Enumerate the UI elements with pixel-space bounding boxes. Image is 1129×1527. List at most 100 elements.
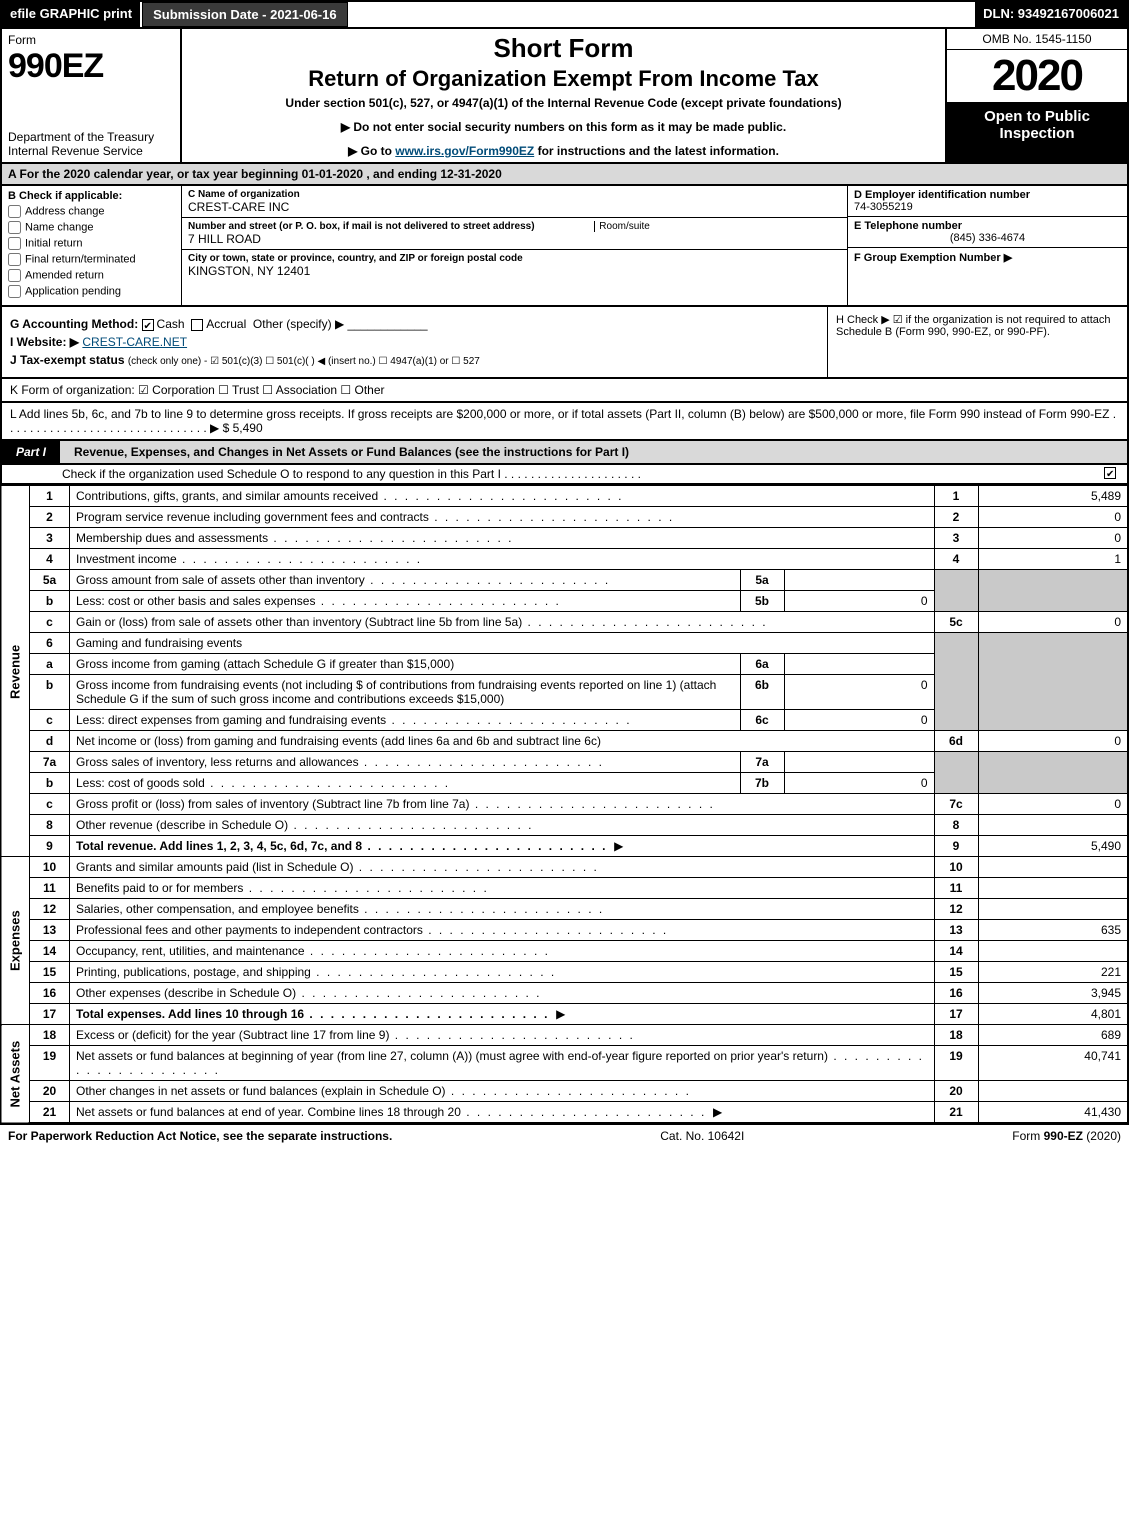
line-l: L Add lines 5b, 6c, and 7b to line 9 to … [0,403,1129,441]
ln-5c: c [30,612,70,633]
chk-initial-return[interactable] [8,237,21,250]
lbl-name-change: Name change [25,221,94,233]
city-label: City or town, state or province, country… [188,253,841,264]
submission-date: Submission Date - 2021-06-16 [142,2,348,27]
ein-value: 74-3055219 [854,201,1121,213]
i-label: I Website: ▶ [10,335,79,349]
ln-21: 21 [30,1102,70,1124]
irs-link[interactable]: www.irs.gov/Form990EZ [395,144,534,158]
d-2: Program service revenue including govern… [76,510,674,524]
form-header: Form 990EZ Department of the Treasury In… [0,29,1129,164]
d-5c: Gain or (loss) from sale of assets other… [76,615,768,629]
ln-7c: c [30,794,70,815]
tel-value: (845) 336-4674 [854,232,1121,244]
d-5a: Gross amount from sale of assets other t… [76,573,610,587]
ln-1: 1 [30,486,70,507]
d-6b: Gross income from fundraising events (no… [70,675,741,710]
sv-6b: 0 [784,675,934,710]
line-j: J Tax-exempt status (check only one) - ☑… [10,353,819,367]
grey-6-amt [978,633,1128,731]
a-3: 0 [978,528,1128,549]
sv-5a [784,570,934,591]
footer-right-bold: 990-EZ [1044,1129,1083,1143]
chk-amended-return[interactable] [8,269,21,282]
footer-right-post: (2020) [1083,1129,1121,1143]
footer-right: Form 990-EZ (2020) [1012,1129,1121,1143]
cat-revenue: Revenue [1,486,30,857]
city-value: KINGSTON, NY 12401 [188,264,841,278]
footer-center: Cat. No. 10642I [660,1129,744,1143]
ln-9: 9 [30,836,70,857]
cat-expenses: Expenses [1,857,30,1025]
rn-12: 12 [934,899,978,920]
group-exemption-label: F Group Exemption Number ▶ [854,251,1121,264]
g-label: G Accounting Method: [10,317,138,331]
d-6a: Gross income from gaming (attach Schedul… [70,654,741,675]
sv-6a [784,654,934,675]
ln-6a: a [30,654,70,675]
chk-final-return[interactable] [8,253,21,266]
d-7a: Gross sales of inventory, less returns a… [76,755,604,769]
a-7c: 0 [978,794,1128,815]
chk-name-change[interactable] [8,221,21,234]
ln-4: 4 [30,549,70,570]
rn-19: 19 [934,1046,978,1081]
sn-7a: 7a [740,752,784,773]
lbl-accrual: Accrual [206,317,246,331]
chk-application-pending[interactable] [8,285,21,298]
sv-7b: 0 [784,773,934,794]
chk-address-change[interactable] [8,205,21,218]
title-short-form: Short Form [190,33,937,64]
section-c: C Name of organization CREST-CARE INC Nu… [182,186,847,305]
ln-3: 3 [30,528,70,549]
sn-6c: 6c [740,710,784,731]
ssn-warning: Do not enter social security numbers on … [190,120,937,134]
topbar-left: efile GRAPHIC print Submission Date - 20… [2,2,348,27]
ln-11: 11 [30,878,70,899]
grey-5ab [934,570,978,612]
dln-label: DLN: 93492167006021 [975,2,1127,27]
ein-label: D Employer identification number [854,189,1121,201]
title-return: Return of Organization Exempt From Incom… [190,66,937,92]
goto-post: for instructions and the latest informat… [534,144,779,158]
chk-accrual[interactable] [191,319,203,331]
a-17: 4,801 [978,1004,1128,1025]
rn-11: 11 [934,878,978,899]
chk-cash[interactable] [142,319,154,331]
ln-6: 6 [30,633,70,654]
a-9: 5,490 [978,836,1128,857]
website-link[interactable]: CREST-CARE.NET [82,335,187,349]
d-3: Membership dues and assessments [76,531,513,545]
d-16: Other expenses (describe in Schedule O) [76,986,542,1000]
a-11 [978,878,1128,899]
ln-19: 19 [30,1046,70,1081]
rn-17: 17 [934,1004,978,1025]
mid-block: G Accounting Method: Cash Accrual Other … [0,307,1129,379]
line-k: K Form of organization: ☑ Corporation ☐ … [0,379,1129,403]
rn-9: 9 [934,836,978,857]
d-6d: Net income or (loss) from gaming and fun… [70,731,935,752]
sn-6a: 6a [740,654,784,675]
sn-5b: 5b [740,591,784,612]
d-11: Benefits paid to or for members [76,881,489,895]
sn-5a: 5a [740,570,784,591]
rn-15: 15 [934,962,978,983]
ln-7a: 7a [30,752,70,773]
a-4: 1 [978,549,1128,570]
a-10 [978,857,1128,878]
ln-18: 18 [30,1025,70,1046]
form-number: 990EZ [8,47,174,86]
ln-7b: b [30,773,70,794]
chk-schedule-o[interactable] [1104,467,1116,479]
ln-17: 17 [30,1004,70,1025]
street-label: Number and street (or P. O. box, if mail… [188,221,841,232]
rn-3: 3 [934,528,978,549]
d-7b: Less: cost of goods sold [76,776,450,790]
d-9: Total revenue. Add lines 1, 2, 3, 4, 5c,… [76,839,607,853]
subtitle-under: Under section 501(c), 527, or 4947(a)(1)… [190,96,937,110]
a-2: 0 [978,507,1128,528]
ln-8: 8 [30,815,70,836]
tax-year: 2020 [947,50,1127,102]
efile-button[interactable]: efile GRAPHIC print [2,2,142,27]
lbl-application-pending: Application pending [25,285,121,297]
